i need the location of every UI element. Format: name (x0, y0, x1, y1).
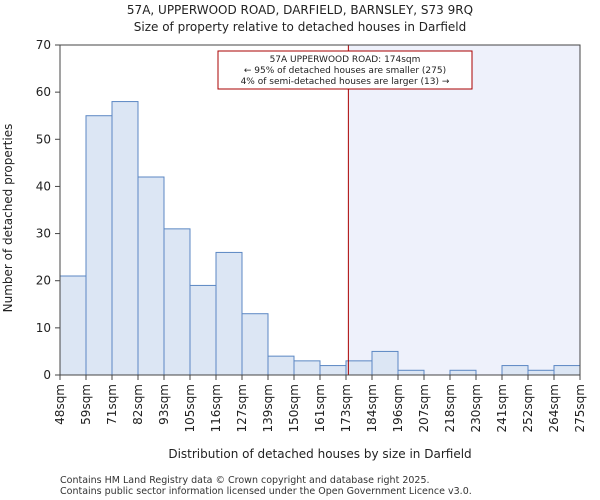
y-tick-label-20: 20 (36, 274, 51, 288)
x-tick-label-207sqm: 207sqm (417, 384, 431, 432)
bar-116sqm (215, 251, 243, 376)
x-tick-label-218sqm: 218sqm (443, 384, 457, 432)
x-tick-label-59sqm: 59sqm (79, 384, 93, 425)
annotation-label: 57A UPPERWOOD ROAD: 174sqm (270, 55, 421, 65)
x-tick-label-161sqm: 161sqm (313, 384, 327, 432)
chart-title: 57A, UPPERWOOD ROAD, DARFIELD, BARNSLEY,… (127, 3, 473, 17)
bar-173sqm (345, 360, 373, 376)
x-tick-label-196sqm: 196sqm (391, 384, 405, 432)
annotation-larger: 4% of semi-detached houses are larger (1… (241, 77, 450, 87)
annotation-box (217, 50, 473, 90)
x-tick-label-48sqm: 48sqm (53, 384, 67, 425)
x-tick-label-252sqm: 252sqm (521, 384, 535, 432)
y-tick-label-70: 70 (36, 38, 51, 52)
x-tick-label-241sqm: 241sqm (495, 384, 509, 432)
y-tick-label-50: 50 (36, 132, 51, 146)
x-tick-label-184sqm: 184sqm (365, 384, 379, 432)
bar-127sqm (241, 313, 269, 376)
chart-subtitle: Size of property relative to detached ho… (134, 20, 466, 34)
x-tick-label-264sqm: 264sqm (547, 384, 561, 432)
y-axis-label: Number of detached properties (1, 124, 15, 313)
bar-93sqm (163, 228, 191, 376)
x-tick-label-230sqm: 230sqm (469, 384, 483, 432)
bar-139sqm (267, 355, 295, 376)
y-tick-label-60: 60 (36, 85, 51, 99)
bar-252sqm (527, 369, 555, 376)
bar-71sqm (111, 101, 139, 376)
footer-line-2: Contains public sector information licen… (60, 486, 472, 497)
y-tick-label-30: 30 (36, 227, 51, 241)
bars-group (59, 101, 581, 376)
x-tick-label-116sqm: 116sqm (209, 384, 223, 432)
y-tick-label-40: 40 (36, 179, 51, 193)
y-axis: 0 10 20 30 40 50 60 70 (36, 38, 60, 382)
bar-48sqm (59, 275, 87, 376)
y-tick-label-10: 10 (36, 321, 51, 335)
footer-line-1: Contains HM Land Registry data © Crown c… (60, 475, 430, 486)
bar-150sqm (293, 360, 321, 376)
bar-218sqm (449, 369, 477, 376)
bar-264sqm (553, 365, 581, 376)
bar-82sqm (137, 176, 165, 376)
bar-241sqm (501, 365, 529, 376)
x-tick-label-71sqm: 71sqm (105, 384, 119, 425)
x-tick-label-173sqm: 173sqm (339, 384, 353, 432)
bar-184sqm (371, 350, 399, 376)
x-tick-label-127sqm: 127sqm (235, 384, 249, 432)
annotation-smaller: ← 95% of detached houses are smaller (27… (244, 66, 446, 76)
x-tick-label-93sqm: 93sqm (157, 384, 171, 425)
x-tick-label-139sqm: 139sqm (261, 384, 275, 432)
y-tick-label-0: 0 (43, 368, 51, 382)
bar-59sqm (85, 115, 113, 376)
x-tick-label-150sqm: 150sqm (287, 384, 301, 432)
x-tick-label-82sqm: 82sqm (131, 384, 145, 425)
x-axis: 48sqm 59sqm 71sqm 82sqm 93sqm 105sqm 116sqm 127… (53, 375, 587, 432)
x-axis-label: Distribution of detached houses by size … (168, 447, 471, 461)
bar-161sqm (319, 365, 347, 376)
plot-frame (59, 44, 581, 376)
x-tick-label-275sqm: 275sqm (573, 384, 587, 432)
bar-105sqm (189, 284, 217, 376)
marker-annotation: 57A UPPERWOOD ROAD: 174sqm ← 95% of deta… (217, 50, 473, 90)
highlight-region (348, 45, 580, 375)
x-tick-label-105sqm: 105sqm (183, 384, 197, 432)
bar-196sqm (397, 369, 425, 376)
